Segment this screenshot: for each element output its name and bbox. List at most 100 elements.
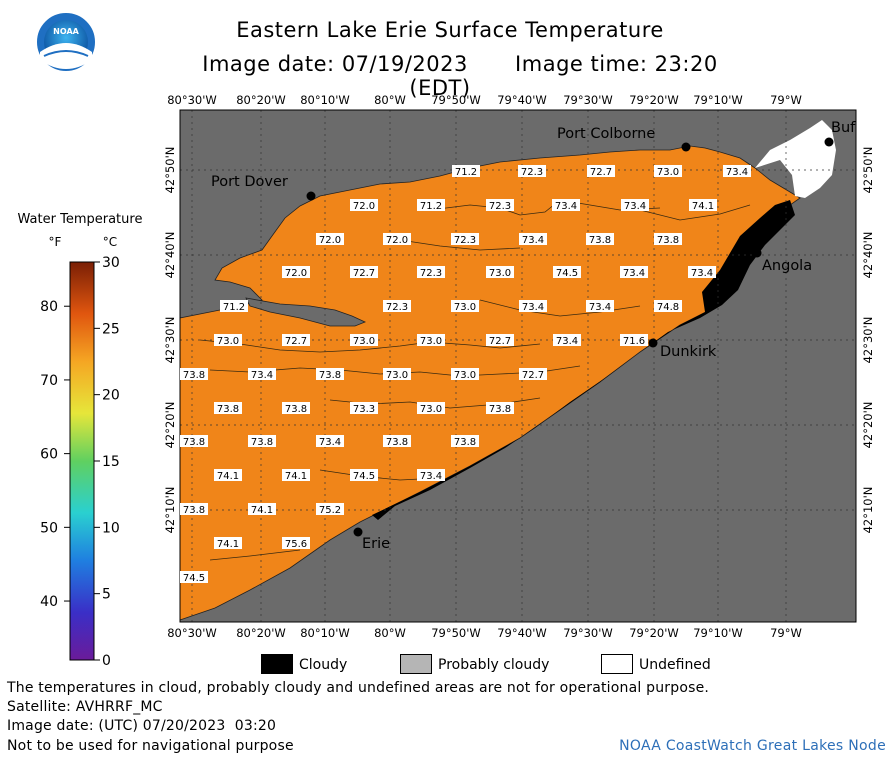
longitude-label: 80°30'W: [167, 626, 217, 640]
navigation-note: Not to be used for navigational purpose: [7, 738, 294, 754]
colorbar-c-label: 10: [102, 520, 120, 536]
colorbar-unit-f: °F: [49, 235, 62, 249]
colorbar-c-label: 30: [102, 255, 120, 271]
temperature-label-bg: [383, 435, 411, 447]
temperature-label-bg: [316, 435, 344, 447]
latitude-label: 42°10'N: [861, 487, 875, 534]
latitude-label: 42°30'N: [861, 317, 875, 364]
temperature-label-bg: [248, 503, 276, 515]
temperature-label-bg: [350, 469, 378, 481]
longitude-label: 80°W: [374, 626, 406, 640]
temperature-label-bg: [316, 368, 344, 380]
temperature-label-bg: [486, 199, 514, 211]
temperature-value: 73.0: [454, 370, 476, 381]
temperature-label-bg: [214, 334, 242, 346]
temperature-value: 73.0: [657, 167, 679, 178]
temperature-value: 75.6: [285, 539, 307, 550]
temperature-label-bg: [383, 300, 411, 312]
place-label: Erie: [362, 536, 390, 552]
temperature-label-bg: [214, 537, 242, 549]
temperature-value: 72.7: [590, 167, 612, 178]
logo-text: NOAA: [53, 27, 79, 36]
temperature-value: 74.1: [692, 201, 714, 212]
satellite-note: Satellite: AVHRRF_MC: [7, 699, 163, 715]
temperature-label-bg: [316, 233, 344, 245]
temperature-label-bg: [587, 165, 615, 177]
latitude-label: 42°40'N: [163, 232, 177, 279]
temperature-value: 72.3: [489, 201, 511, 212]
temperature-label-bg: [486, 334, 514, 346]
colorbar-f-label: 40: [40, 594, 58, 610]
temperature-value: 73.8: [183, 370, 205, 381]
temperature-label-bg: [417, 469, 445, 481]
colorbar-title: Water Temperature: [18, 212, 143, 227]
temperature-label-bg: [552, 199, 580, 211]
colorbar-c-label: 15: [102, 454, 120, 470]
disclaimer-note: The temperatures in cloud, probably clou…: [7, 680, 710, 696]
legend-undefined-label: Undefined: [639, 657, 711, 673]
temperature-value: 73.8: [251, 437, 273, 448]
place-label: Port Dover: [211, 174, 288, 190]
colorbar-f-label: 70: [40, 373, 58, 389]
temperature-value: 72.3: [386, 302, 408, 313]
longitude-label: 79°20'W: [629, 626, 679, 640]
temperature-value: 73.4: [556, 336, 578, 347]
temperature-label-bg: [282, 469, 310, 481]
temperature-label-bg: [282, 537, 310, 549]
latitude-label: 42°20'N: [861, 402, 875, 449]
latitude-label: 42°50'N: [861, 147, 875, 194]
place-marker: [306, 191, 316, 201]
temperature-value: 73.0: [420, 336, 442, 347]
legend-probably-cloudy-label: Probably cloudy: [438, 657, 550, 673]
temperature-label-bg: [654, 233, 682, 245]
long-point: [245, 297, 367, 327]
temperature-value: 74.5: [353, 471, 375, 482]
temperature-value: 74.1: [285, 471, 307, 482]
temperature-label-bg: [248, 435, 276, 447]
temperature-value: 74.5: [183, 573, 205, 584]
temperature-value: 73.4: [589, 302, 611, 313]
temperature-label-bg: [654, 300, 682, 312]
temperature-value: 73.8: [386, 437, 408, 448]
temperature-value: 74.1: [251, 505, 273, 516]
temperature-label-bg: [350, 402, 378, 414]
temperature-label-bg: [519, 368, 547, 380]
temperature-value: 71.2: [223, 302, 245, 313]
temperature-label-bg: [180, 503, 208, 515]
temperature-label-bg: [417, 199, 445, 211]
longitude-label: 80°W: [374, 93, 406, 107]
temperature-label-bg: [553, 266, 581, 278]
temperature-label-bg: [282, 334, 310, 346]
temperature-label-bg: [518, 165, 546, 177]
temperature-label-bg: [350, 199, 378, 211]
temperature-value: 73.4: [522, 302, 544, 313]
temperature-label-bg: [689, 199, 717, 211]
temperature-label-bg: [723, 165, 751, 177]
temperature-value: 73.4: [522, 235, 544, 246]
temperature-value: 73.4: [251, 370, 273, 381]
place-marker: [681, 142, 691, 152]
temperature-value: 72.7: [489, 336, 511, 347]
longitude-label: 80°20'W: [236, 93, 286, 107]
temperature-value: 73.4: [420, 471, 442, 482]
temperature-label-bg: [654, 165, 682, 177]
noaa-logo: NOAA: [35, 11, 97, 73]
temperature-value: 72.0: [386, 235, 408, 246]
temperature-label-bg: [688, 266, 716, 278]
place-marker: [353, 527, 363, 537]
latitude-label: 42°50'N: [163, 147, 177, 194]
temperature-value: 74.1: [217, 539, 239, 550]
place-label: Buf: [831, 120, 856, 136]
colorbar-c-label: 20: [102, 388, 120, 404]
map-title: Eastern Lake Erie Surface Temperature: [236, 18, 664, 42]
undefined-area-buffalo: [755, 120, 836, 198]
longitude-label: 79°10'W: [693, 93, 743, 107]
temperature-value: 73.4: [624, 201, 646, 212]
temperature-value: 73.8: [589, 235, 611, 246]
temperature-value: 72.0: [353, 201, 375, 212]
place-marker: [824, 137, 834, 147]
colorbar-f-label: 80: [40, 299, 58, 315]
temperature-value: 73.8: [285, 404, 307, 415]
temperature-value: 74.8: [657, 302, 679, 313]
colorbar-f-label: 60: [40, 447, 58, 463]
